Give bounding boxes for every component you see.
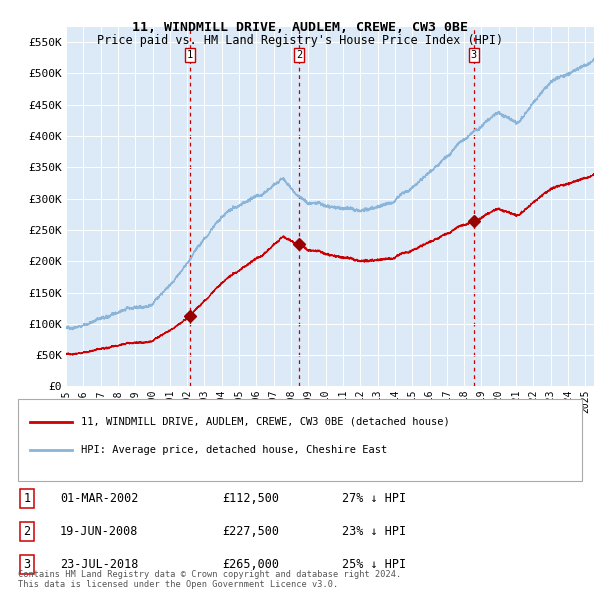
FancyBboxPatch shape bbox=[18, 399, 582, 481]
Text: 3: 3 bbox=[23, 558, 31, 571]
Text: Price paid vs. HM Land Registry's House Price Index (HPI): Price paid vs. HM Land Registry's House … bbox=[97, 34, 503, 47]
Text: 1: 1 bbox=[187, 50, 193, 60]
Text: Contains HM Land Registry data © Crown copyright and database right 2024.
This d: Contains HM Land Registry data © Crown c… bbox=[18, 569, 401, 589]
Text: HPI: Average price, detached house, Cheshire East: HPI: Average price, detached house, Ches… bbox=[81, 445, 387, 455]
Text: 1: 1 bbox=[23, 492, 31, 505]
Text: 19-JUN-2008: 19-JUN-2008 bbox=[60, 525, 139, 538]
Text: 2: 2 bbox=[23, 525, 31, 538]
Text: £227,500: £227,500 bbox=[222, 525, 279, 538]
Text: 2: 2 bbox=[296, 50, 302, 60]
Text: £112,500: £112,500 bbox=[222, 492, 279, 505]
Text: 23-JUL-2018: 23-JUL-2018 bbox=[60, 558, 139, 571]
Text: 11, WINDMILL DRIVE, AUDLEM, CREWE, CW3 0BE: 11, WINDMILL DRIVE, AUDLEM, CREWE, CW3 0… bbox=[132, 21, 468, 34]
Text: £265,000: £265,000 bbox=[222, 558, 279, 571]
Text: 23% ↓ HPI: 23% ↓ HPI bbox=[342, 525, 406, 538]
Text: 3: 3 bbox=[471, 50, 477, 60]
Text: 25% ↓ HPI: 25% ↓ HPI bbox=[342, 558, 406, 571]
Text: 01-MAR-2002: 01-MAR-2002 bbox=[60, 492, 139, 505]
Text: 11, WINDMILL DRIVE, AUDLEM, CREWE, CW3 0BE (detached house): 11, WINDMILL DRIVE, AUDLEM, CREWE, CW3 0… bbox=[81, 417, 450, 427]
Text: 27% ↓ HPI: 27% ↓ HPI bbox=[342, 492, 406, 505]
